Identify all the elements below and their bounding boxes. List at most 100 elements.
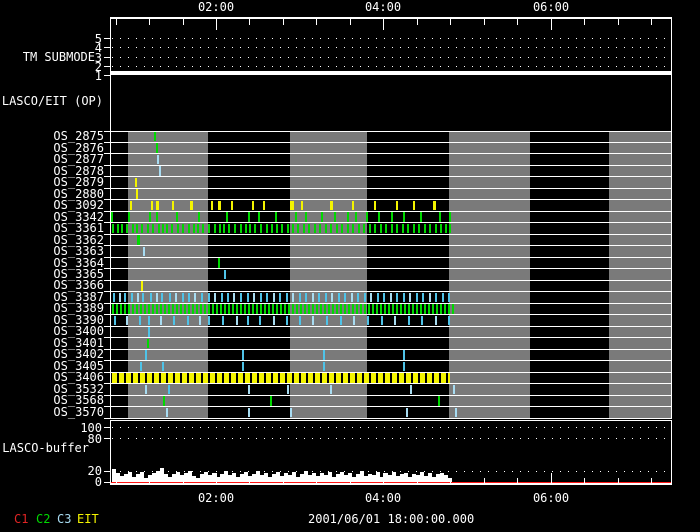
os-event-tick <box>158 223 160 234</box>
tm-dotted-level-line <box>112 56 670 58</box>
buffer-usage-bar <box>256 470 260 483</box>
os-event-tick <box>287 384 289 395</box>
os-event-tick <box>196 304 198 314</box>
os-event-tick <box>208 223 210 234</box>
os-event-tick <box>332 304 334 314</box>
buffer-usage-bar <box>164 474 168 483</box>
buffer-usage-bar <box>132 476 136 483</box>
bottom-axis-time-label: 04:00 <box>364 491 402 505</box>
os-event-tick <box>148 327 150 337</box>
bottom-axis-minor-tick <box>650 478 652 483</box>
os-row-label: OS_3390 <box>53 312 104 327</box>
buffer-usage-bar <box>128 471 132 483</box>
os-event-tick <box>416 304 418 314</box>
os-event-tick <box>223 223 225 234</box>
os-event-tick <box>152 223 154 234</box>
os-event-tick <box>197 223 199 234</box>
os-row-label: OS_3364 <box>53 255 104 270</box>
buffer-usage-bar <box>288 474 292 483</box>
buffer-usage-bar <box>340 472 344 483</box>
os-row-separator <box>110 360 672 362</box>
os-event-tick <box>176 212 178 222</box>
os-event-tick <box>137 235 140 245</box>
os-row-separator <box>110 141 672 143</box>
buffer-level-label: 80 <box>87 431 102 446</box>
top-axis-line <box>110 17 672 19</box>
os-event-tick <box>288 304 290 314</box>
buffer-level-label: 0 <box>94 475 102 489</box>
buffer-usage-bar <box>196 477 200 483</box>
os-event-tick <box>353 315 355 326</box>
os-event-tick <box>305 212 307 222</box>
os-event-tick <box>281 223 283 234</box>
os-row-axis-tick <box>104 371 110 373</box>
os-event-tick <box>273 315 275 326</box>
buffer-usage-bar <box>280 475 284 483</box>
os-event-tick <box>376 304 378 314</box>
buffer-usage-bar <box>448 477 452 483</box>
os-row-axis-tick <box>104 199 110 201</box>
os-row-axis-tick <box>104 187 110 189</box>
os-row-separator <box>110 291 672 293</box>
os-event-tick <box>160 315 162 326</box>
os-event-tick <box>363 223 365 234</box>
os-event-tick <box>347 223 349 234</box>
tm-submode-bar <box>110 70 672 76</box>
os-event-tick <box>234 223 236 234</box>
os-event-tick <box>112 223 114 234</box>
buffer-usage-bar <box>428 473 432 483</box>
op-panel-right-border <box>671 75 672 131</box>
os-event-tick <box>292 292 294 303</box>
os-event-tick <box>408 315 410 326</box>
tm-dotted-level-line <box>112 47 670 49</box>
buffer-usage-bar <box>180 475 184 483</box>
os-event-tick <box>312 292 314 303</box>
os-row-axis-tick <box>104 222 110 224</box>
os-event-tick <box>128 212 130 222</box>
os-event-tick <box>156 143 158 153</box>
os-event-tick <box>149 212 151 222</box>
os-activity-bar <box>112 373 450 383</box>
os-event-tick <box>159 166 161 176</box>
os-event-tick <box>297 223 299 234</box>
buffer-level-tick <box>104 470 110 472</box>
os-event-tick <box>247 292 249 303</box>
os-event-tick <box>188 292 190 303</box>
os-row-separator <box>110 187 672 189</box>
timestamp-label: 2001/06/01 18:00:00.000 <box>308 512 475 526</box>
top-axis-time-label: 06:00 <box>532 0 570 14</box>
buffer-dotted-level-line <box>112 427 670 429</box>
os-event-tick <box>286 315 288 326</box>
os-panel-right-border <box>671 130 672 418</box>
os-event-tick <box>233 292 235 303</box>
os-event-tick <box>424 223 426 234</box>
os-event-tick <box>240 304 242 314</box>
os-row-separator <box>110 268 672 270</box>
top-axis-minor-tick <box>650 18 652 25</box>
os-event-tick <box>245 223 247 234</box>
os-event-tick <box>432 304 434 314</box>
os-event-tick <box>403 212 405 222</box>
lasco-buffer-panel-label: LASCO-buffer <box>2 441 89 455</box>
os-event-tick <box>391 223 393 234</box>
os-event-tick <box>383 292 385 303</box>
os-event-tick <box>287 223 289 234</box>
os-event-tick <box>224 304 226 314</box>
os-event-tick <box>286 292 288 303</box>
os-event-tick <box>410 384 412 395</box>
os-event-tick <box>121 223 123 234</box>
os-event-tick <box>140 361 142 372</box>
os-event-tick <box>248 407 250 417</box>
os-event-tick <box>218 258 220 268</box>
os-row-label: OS_2877 <box>53 152 104 167</box>
buffer-usage-bar <box>360 471 364 483</box>
os-event-tick <box>224 269 226 280</box>
os-event-tick <box>220 304 222 314</box>
os-event-tick <box>402 223 404 234</box>
buffer-usage-bar <box>188 471 192 483</box>
buffer-usage-bar <box>312 473 316 483</box>
buffer-usage-bar <box>284 473 288 483</box>
os-event-tick <box>303 223 305 234</box>
buffer-dotted-level-line <box>112 470 670 472</box>
